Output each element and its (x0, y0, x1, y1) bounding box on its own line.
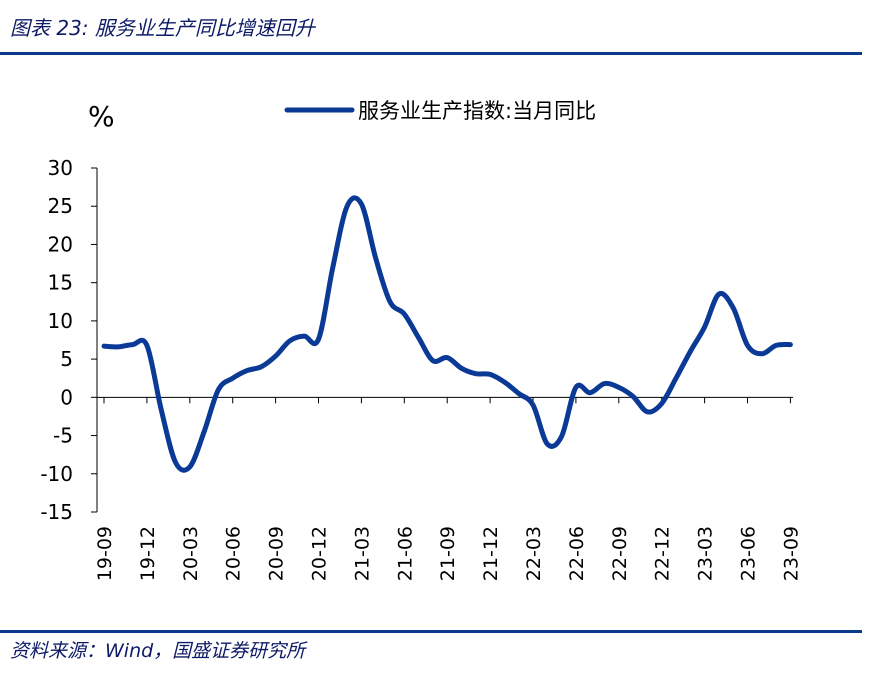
data-point (531, 402, 536, 407)
data-point (173, 460, 178, 465)
data-point (345, 204, 350, 209)
data-point (216, 387, 221, 392)
x-tick-label: 23-09 (780, 526, 802, 581)
data-point (159, 407, 164, 412)
data-point (674, 376, 679, 381)
y-tick-label: -15 (40, 500, 73, 524)
x-tick-label: 22-06 (566, 526, 588, 581)
y-tick-label: 30 (48, 156, 73, 180)
data-point (245, 368, 250, 373)
data-point (559, 434, 564, 439)
data-point (359, 201, 364, 206)
y-tick-label: 0 (60, 385, 73, 409)
x-tick-label: 23-06 (738, 526, 760, 581)
y-tick-label: -5 (53, 424, 73, 448)
line-chart: 30 25 20 15 10 5 0 -5 -10 -15 19-09 19-12 20-03 20-06… (40, 99, 802, 581)
data-point (645, 409, 650, 414)
data-point (144, 343, 149, 348)
data-point (130, 342, 135, 347)
y-tick-label: -10 (40, 462, 73, 486)
data-point (573, 385, 578, 390)
figure-title: 图表 23: 服务业生产同比增速回升 (10, 16, 315, 40)
y-tick-label: 5 (60, 347, 73, 371)
data-point (402, 312, 407, 317)
data-point (774, 343, 779, 348)
data-point (302, 334, 307, 339)
source-note: 资料来源：Wind，国盛证券研究所 (10, 640, 306, 662)
x-tick-label: 23-03 (695, 526, 717, 581)
data-point (488, 372, 493, 377)
data-point (116, 344, 121, 349)
data-point (631, 394, 636, 399)
data-point (373, 256, 378, 261)
y-tick-label: 25 (48, 194, 73, 218)
data-point (502, 380, 507, 385)
data-point (187, 464, 192, 469)
x-tick-label: 21-03 (351, 526, 373, 581)
x-tick-label: 21-09 (437, 526, 459, 581)
y-unit-label: % (88, 100, 115, 133)
y-tick-label: 10 (48, 309, 73, 333)
x-tick-label: 20-12 (309, 526, 331, 581)
data-point (102, 344, 107, 349)
data-point (330, 265, 335, 270)
x-tick-label: 19-12 (137, 526, 159, 581)
data-point (716, 292, 721, 297)
x-tick-label: 20-09 (266, 526, 288, 581)
x-tick-label: 19-09 (94, 526, 116, 581)
series-line (101, 195, 793, 473)
data-point (688, 349, 693, 354)
data-point (416, 335, 421, 340)
data-point (759, 351, 764, 356)
data-point (588, 390, 593, 395)
data-point (430, 358, 435, 363)
data-point (287, 338, 292, 343)
legend-label: 服务业生产指数:当月同比 (358, 99, 596, 123)
header-rule (0, 52, 862, 55)
data-point (516, 391, 521, 396)
data-point (602, 381, 607, 386)
data-point (445, 355, 450, 360)
data-point (788, 342, 793, 347)
data-point (545, 441, 550, 446)
x-tick-label: 20-06 (223, 526, 245, 581)
data-point (273, 354, 278, 359)
data-point (459, 366, 464, 371)
x-tick-label: 22-03 (523, 526, 545, 581)
data-point (473, 371, 478, 376)
y-tick-label: 20 (48, 232, 73, 256)
data-point (731, 305, 736, 310)
x-tick-label: 20-03 (180, 526, 202, 581)
data-point (745, 343, 750, 348)
data-point (259, 364, 264, 369)
data-point (230, 376, 235, 381)
data-point (202, 429, 207, 434)
data-point (659, 401, 664, 406)
x-tick-label: 22-09 (609, 526, 631, 581)
data-point (316, 337, 321, 342)
footer-rule (0, 630, 862, 633)
x-tick-label: 22-12 (652, 526, 674, 581)
data-point (616, 385, 621, 390)
y-tick-label: 15 (48, 271, 73, 295)
data-point (702, 325, 707, 330)
data-point (388, 299, 393, 304)
x-tick-label: 21-06 (394, 526, 416, 581)
x-tick-label: 21-12 (480, 526, 502, 581)
